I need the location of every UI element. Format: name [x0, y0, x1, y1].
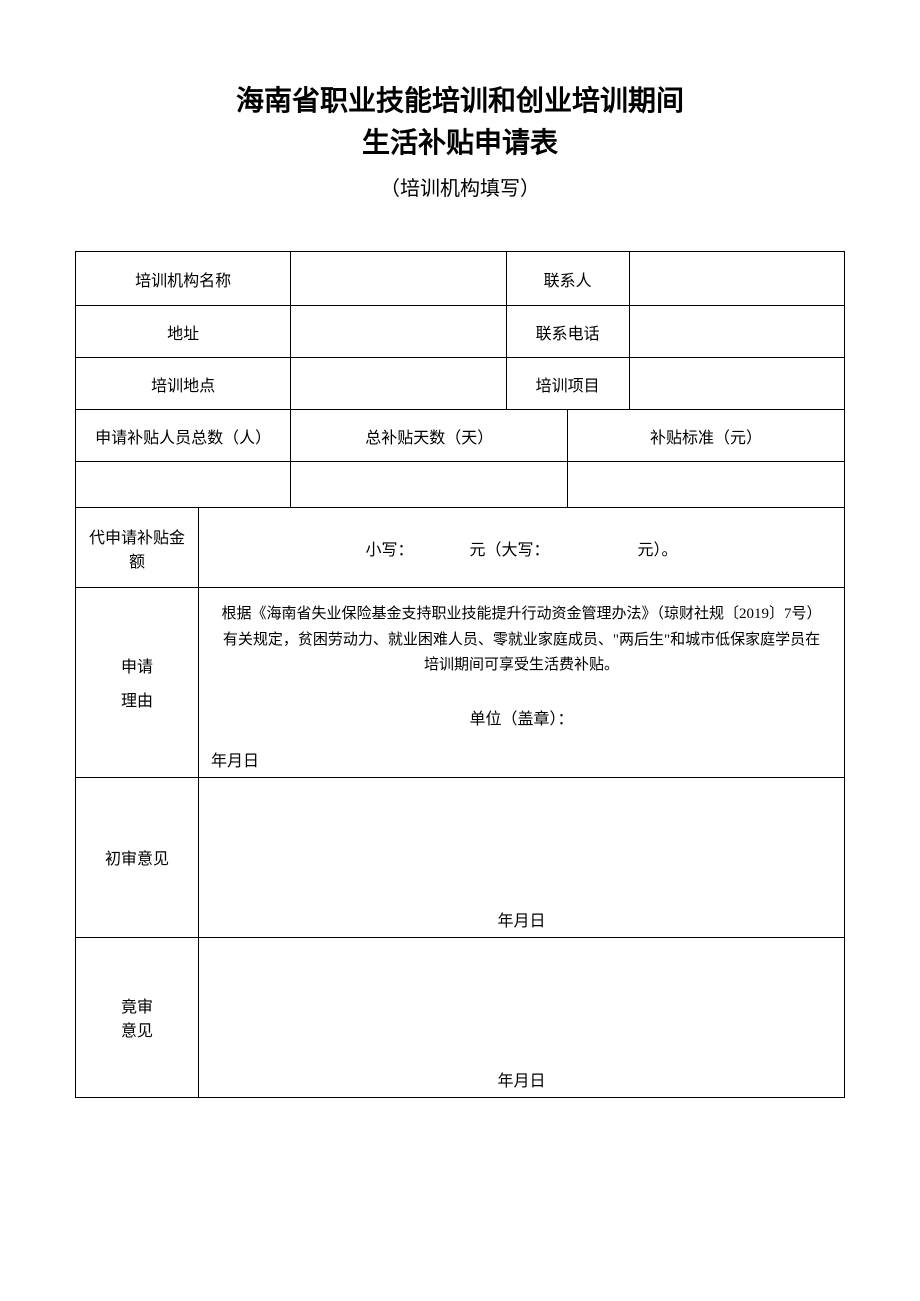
row-address: 地址 联系电话: [76, 306, 845, 358]
label-subsidy-standard: 补贴标准（元）: [568, 410, 845, 462]
row-proxy-amount: 代申请补贴金额 小写： 元（大写： 元）。: [76, 508, 845, 588]
label-contact-person: 联系人: [506, 252, 629, 306]
reason-content-cell: 根据《海南省失业保险基金支持职业技能提升行动资金管理办法》（琼财社规〔2019〕…: [199, 588, 845, 778]
label-training-project: 培训项目: [506, 358, 629, 410]
row-subsidy-headers: 申请补贴人员总数（人） 总补贴天数（天） 补贴标准（元）: [76, 410, 845, 462]
label-final-review-l2: 意见: [84, 1017, 190, 1041]
value-org-name: [291, 252, 506, 306]
label-applicant-count: 申请补贴人员总数（人）: [76, 410, 291, 462]
application-form-table: 培训机构名称 联系人 地址 联系电话 培训地点 培训项目 申请补贴人员总数（人）…: [75, 251, 845, 1098]
row-final-review: 竟审 意见 年月日: [76, 937, 845, 1097]
final-review-content: 年月日: [199, 937, 845, 1097]
label-final-review-l1: 竟审: [84, 993, 190, 1017]
label-total-days: 总补贴天数（天）: [291, 410, 568, 462]
label-org-name: 培训机构名称: [76, 252, 291, 306]
first-review-date: 年月日: [207, 907, 836, 931]
value-contact-phone: [629, 306, 844, 358]
label-final-review: 竟审 意见: [76, 937, 199, 1097]
main-title-line2: 生活补贴申请表: [75, 122, 845, 164]
label-reason: 申请 理由: [76, 588, 199, 778]
row-subsidy-values: [76, 462, 845, 508]
value-proxy-amount: 小写： 元（大写： 元）。: [199, 508, 845, 588]
value-address: [291, 306, 506, 358]
value-training-project: [629, 358, 844, 410]
label-address: 地址: [76, 306, 291, 358]
reason-body-text: 根据《海南省失业保险基金支持职业技能提升行动资金管理办法》（琼财社规〔2019〕…: [207, 594, 836, 687]
value-contact-person: [629, 252, 844, 306]
final-review-date: 年月日: [207, 1067, 836, 1091]
subtitle: （培训机构填写）: [75, 172, 845, 201]
label-reason-l2: 理由: [84, 687, 190, 711]
value-subsidy-standard: [568, 462, 845, 508]
main-title-line1: 海南省职业技能培训和创业培训期间: [75, 80, 845, 122]
row-first-review: 初审意见 年月日: [76, 777, 845, 937]
row-training-location: 培训地点 培训项目: [76, 358, 845, 410]
row-org-name: 培训机构名称 联系人: [76, 252, 845, 306]
seal-text: 单位（盖章）：: [207, 705, 836, 729]
value-applicant-count: [76, 462, 291, 508]
row-reason: 申请 理由 根据《海南省失业保险基金支持职业技能提升行动资金管理办法》（琼财社规…: [76, 588, 845, 778]
value-total-days: [291, 462, 568, 508]
label-contact-phone: 联系电话: [506, 306, 629, 358]
label-first-review: 初审意见: [76, 777, 199, 937]
value-training-location: [291, 358, 506, 410]
title-block: 海南省职业技能培训和创业培训期间 生活补贴申请表 （培训机构填写）: [75, 80, 845, 201]
label-training-location: 培训地点: [76, 358, 291, 410]
reason-date: 年月日: [207, 747, 836, 771]
label-reason-l1: 申请: [84, 653, 190, 677]
label-proxy-amount: 代申请补贴金额: [76, 508, 199, 588]
first-review-content: 年月日: [199, 777, 845, 937]
